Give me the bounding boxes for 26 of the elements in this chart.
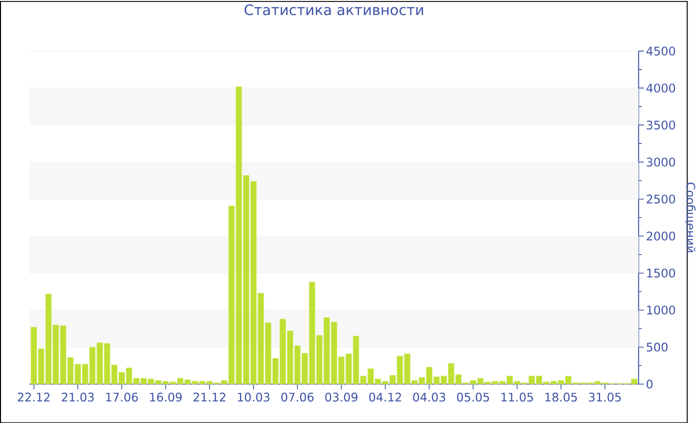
y-tick-label: 1500 [647, 268, 676, 278]
x-tick-label: 03.09 [325, 392, 358, 402]
x-tick-label: 22.12 [18, 392, 50, 402]
x-tick-label: 11.05 [501, 392, 533, 402]
y-tick-label: 500 [646, 342, 668, 352]
y-axis-title: Сообщений [684, 182, 696, 252]
x-tick-label: 05.05 [457, 392, 489, 402]
x-tick-label: 31.05 [588, 392, 621, 402]
x-tick-label: 17.06 [106, 392, 138, 402]
x-tick-label: 10.03 [238, 392, 270, 402]
x-tick-label: 07.06 [281, 392, 314, 402]
y-tick-label: 2000 [646, 231, 676, 240]
y-tick-label: 4500 [646, 46, 676, 56]
y-tick-label: 1000 [647, 305, 676, 314]
y-tick-label: 3500 [646, 120, 676, 130]
y-tick-label: 3000 [646, 157, 676, 166]
x-tick-label: 16.09 [150, 392, 182, 402]
x-tick-label: 21.12 [194, 392, 226, 402]
y-tick-label: 0 [646, 379, 653, 388]
y-tick-label: 2500 [646, 194, 676, 204]
x-tick-label: 04.12 [369, 392, 401, 402]
x-tick-label: 21.03 [62, 392, 94, 402]
x-tick-label: 18.05 [545, 392, 577, 402]
y-tick-label: 4000 [646, 83, 676, 92]
x-tick-label: 04.03 [413, 392, 446, 402]
chart-title: Статистика активности [244, 4, 424, 16]
